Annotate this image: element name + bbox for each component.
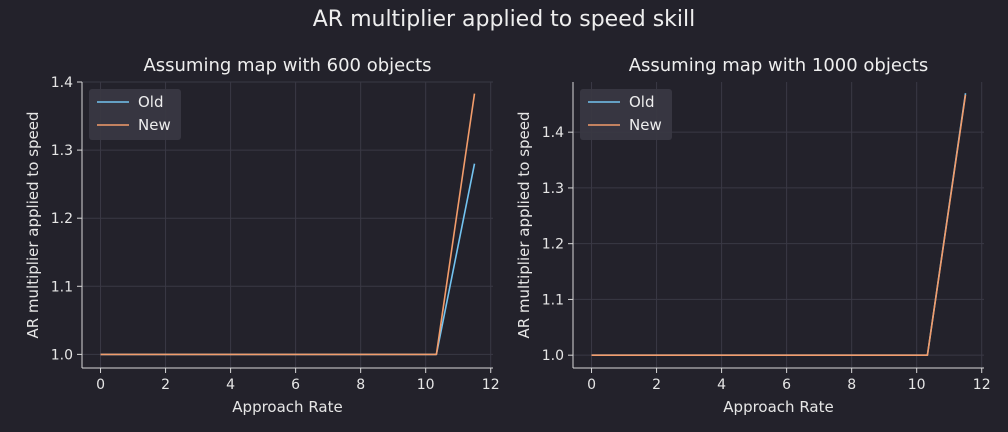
y-tick-label: 1.0 — [51, 347, 73, 363]
x-tick-label: 0 — [96, 377, 105, 393]
subplot-title: Assuming map with 1000 objects — [629, 55, 929, 76]
x-axis-label: Approach Rate — [723, 398, 833, 416]
y-tick-label: 1.1 — [542, 292, 564, 308]
y-axis-label: AR multiplier applied to speed — [515, 111, 533, 338]
series-line-old — [100, 163, 476, 356]
y-tick-label: 1.3 — [542, 181, 564, 197]
x-tick-label: 12 — [973, 377, 991, 393]
legend: Old New — [580, 89, 672, 140]
subplot-title: Assuming map with 600 objects — [143, 55, 431, 76]
y-tick-label: 1.1 — [51, 279, 73, 295]
x-tick-label: 6 — [291, 377, 300, 393]
x-tick-label: 6 — [782, 377, 791, 393]
x-tick-label: 10 — [908, 377, 926, 393]
x-tick-label: 12 — [482, 377, 500, 393]
y-tick-label: 1.4 — [542, 125, 564, 141]
x-tick-label: 4 — [717, 377, 726, 393]
subplots: Assuming map with 600 objects 0 2 4 6 8 10 12 1.… — [24, 55, 991, 416]
x-tick-label: 8 — [356, 377, 365, 393]
y-tick-label: 1.2 — [51, 211, 73, 227]
series-line-new — [100, 93, 476, 356]
x-tick-label: 2 — [161, 377, 170, 393]
x-tick-label: 0 — [587, 377, 596, 393]
y-tick-label: 1.0 — [542, 348, 564, 364]
y-tick-label: 1.2 — [542, 237, 564, 253]
series-line-new — [591, 94, 967, 357]
x-tick-label: 10 — [417, 377, 435, 393]
subplot-2: Assuming map with 1000 objects 0 2 4 6 8 10 12 1… — [515, 55, 991, 416]
x-axis-label: Approach Rate — [232, 398, 342, 416]
y-tick-label: 1.3 — [51, 143, 73, 159]
legend-label-old: Old — [629, 93, 655, 111]
figure-title: AR multiplier applied to speed skill — [313, 7, 696, 32]
legend-label-new: New — [629, 116, 662, 134]
legend: Old New — [89, 89, 181, 140]
legend-label-new: New — [138, 116, 171, 134]
y-tick-label: 1.4 — [51, 75, 73, 91]
x-tick-label: 8 — [847, 377, 856, 393]
subplot-1: Assuming map with 600 objects 0 2 4 6 8 10 12 1.… — [24, 55, 500, 416]
legend-label-old: Old — [138, 93, 164, 111]
x-tick-label: 2 — [652, 377, 661, 393]
y-axis-label: AR multiplier applied to speed — [24, 111, 42, 338]
x-tick-label: 4 — [226, 377, 235, 393]
